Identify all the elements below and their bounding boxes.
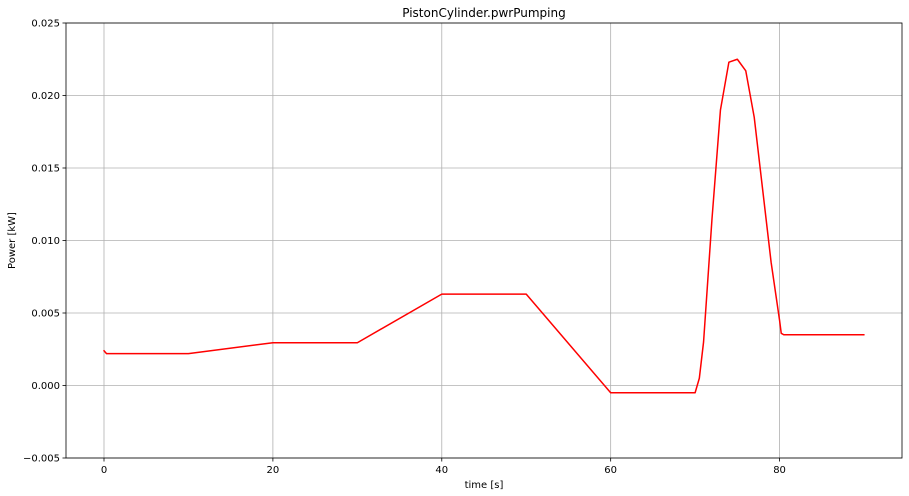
x-tick-label: 80 bbox=[773, 465, 786, 476]
x-tick-label: 40 bbox=[435, 465, 448, 476]
x-tick-label: 20 bbox=[267, 465, 280, 476]
y-axis-label: Power [kW] bbox=[7, 212, 18, 269]
y-tick-label: 0.015 bbox=[31, 164, 60, 175]
x-axis-label: time [s] bbox=[465, 480, 504, 491]
y-tick-label: −0.005 bbox=[23, 454, 60, 465]
y-tick-label: 0.020 bbox=[31, 91, 60, 102]
x-tick-label: 0 bbox=[101, 465, 107, 476]
y-tick-label: 0.025 bbox=[31, 19, 60, 30]
y-tick-label: 0.005 bbox=[31, 309, 60, 320]
x-tick-label: 60 bbox=[604, 465, 617, 476]
chart-title: PistonCylinder.pwrPumping bbox=[402, 6, 565, 20]
y-tick-label: 0.010 bbox=[31, 236, 60, 247]
series-layer bbox=[103, 58, 865, 394]
series-line bbox=[103, 58, 865, 394]
ticks-layer: 0 20 40 60 80 −0.005 0.000 0.005 0.010 0.015 0.020… bbox=[23, 19, 786, 477]
y-tick-label: 0.000 bbox=[31, 381, 60, 392]
